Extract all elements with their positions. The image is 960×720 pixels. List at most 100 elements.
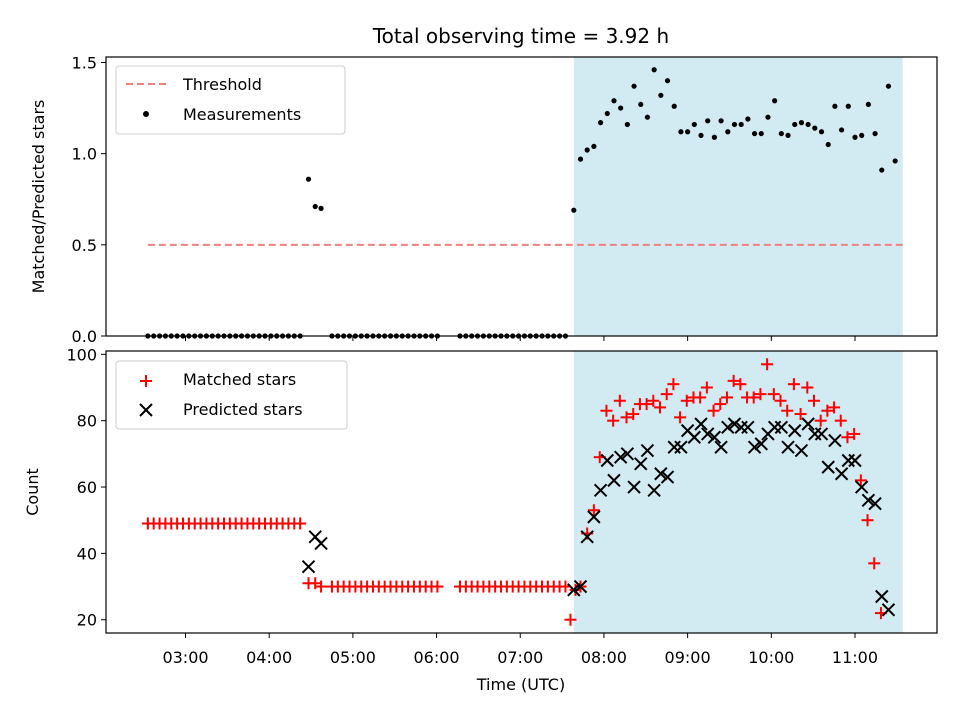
matched-star-point — [848, 427, 861, 440]
x-tick-label: 11:00 — [832, 648, 878, 667]
x-stroke-b — [567, 583, 581, 597]
x-axis-label: Time (UTC) — [476, 675, 565, 694]
matched-star-point — [734, 378, 747, 391]
observing-window-shade-bottom — [573, 351, 903, 633]
x-stroke-b — [848, 453, 862, 468]
matched-star-point — [781, 404, 794, 417]
y-tick-label: 0.5 — [72, 236, 97, 255]
predicted-star-point — [881, 603, 896, 617]
matched-star-point — [794, 408, 807, 421]
matched-star-point — [841, 431, 854, 444]
top-panel-frame — [105, 56, 938, 337]
matched-star-point — [854, 474, 867, 487]
x-stroke-b — [627, 480, 641, 494]
measurement-point — [691, 121, 697, 128]
matched-star-point — [680, 394, 693, 407]
x-tick-label: 10:00 — [748, 648, 794, 667]
y-tick-label: 0.0 — [72, 327, 97, 346]
matched-star-point — [564, 613, 577, 626]
x-tick-label: 05:00 — [330, 648, 376, 667]
x-stroke-b — [314, 536, 328, 551]
measurement-point — [832, 103, 838, 109]
chart-title: Total observing time = 3.92 h — [372, 24, 669, 48]
matched-star-point — [620, 411, 633, 424]
measurement-point — [892, 158, 898, 164]
predicted-star-point — [654, 467, 668, 481]
x-stroke-b — [301, 559, 316, 574]
predicted-star-point — [848, 453, 862, 468]
matched-star-point — [787, 378, 800, 391]
predicted-star-point — [640, 443, 655, 458]
bottom-legend: Matched stars Predicted stars — [115, 360, 348, 430]
predicted-star-point — [573, 579, 588, 594]
matched-star-point — [640, 398, 653, 411]
y-tick-label: 60 — [77, 478, 97, 497]
matched-star-point — [694, 391, 707, 404]
legend-threshold-label: Threshold — [182, 75, 262, 94]
measurement-point — [825, 141, 831, 148]
predicted-star-point — [634, 457, 648, 471]
predicted-star-point — [801, 417, 815, 431]
measurement-point — [631, 83, 637, 89]
x-stroke-b — [700, 427, 715, 441]
x-stroke-b — [600, 453, 614, 468]
predicted-star-point — [687, 430, 702, 444]
measurement-point — [738, 121, 744, 128]
matched-star-point — [727, 374, 740, 387]
x-tick-label: 03:00 — [162, 648, 208, 667]
matched-star-point — [828, 401, 841, 414]
predicted-star-point — [567, 583, 581, 597]
measurement-point — [611, 98, 617, 104]
matched-star-point — [607, 414, 620, 427]
y-tick-label: 40 — [77, 544, 97, 563]
matched-star-point — [700, 381, 713, 394]
top-panel: 0.0 0.5 1.0 1.5 Matched/Predicted stars Thr… — [29, 53, 938, 346]
predicted-star-point — [587, 510, 601, 524]
matched-star-point — [667, 378, 680, 391]
measurement-point — [818, 129, 825, 135]
predicted-star-point — [660, 470, 675, 484]
measurement-point — [785, 132, 791, 139]
predicted-star-point — [861, 493, 876, 508]
y-tick-label: 100 — [66, 345, 97, 364]
predicted-star-point — [754, 437, 768, 451]
measurement-point — [698, 132, 704, 139]
x-stroke-b — [828, 433, 842, 448]
measurement-point — [624, 121, 630, 128]
matched-star-point — [647, 394, 660, 407]
x-stroke-b — [754, 437, 768, 451]
x-stroke-b — [647, 483, 661, 498]
matched-star-point — [654, 401, 666, 414]
predicted-star-point — [620, 447, 635, 461]
x-stroke-b — [714, 440, 728, 454]
y-tick-label: 1.5 — [72, 53, 97, 72]
predicted-star-point — [647, 483, 661, 498]
measurement-point — [872, 130, 878, 137]
measurement-point — [725, 129, 731, 135]
measurement-point — [745, 116, 751, 122]
matched-star-point — [761, 358, 774, 371]
measurement-point — [885, 83, 892, 89]
legend-predicted-swatch — [139, 403, 153, 417]
x-stroke-b — [620, 447, 635, 461]
measurement-point — [305, 176, 312, 182]
x-stroke-b — [607, 473, 621, 488]
measurement-point — [671, 103, 677, 109]
measurement-point — [597, 120, 604, 126]
x-stroke-b — [721, 420, 735, 435]
predicted-star-point — [700, 427, 715, 441]
predicted-star-point — [747, 440, 762, 454]
measurement-point — [845, 103, 851, 109]
predicted-star-point — [875, 589, 889, 604]
x-stroke-b — [741, 420, 755, 435]
measurement-point — [618, 105, 624, 111]
predicted-star-point — [794, 443, 809, 458]
matched-star-point — [767, 388, 780, 401]
x-stroke-b — [634, 457, 648, 471]
measurement-point — [584, 147, 590, 153]
x-stroke-b — [788, 423, 802, 438]
predicted-star-point — [721, 420, 735, 435]
y-tick-label: 80 — [77, 412, 97, 431]
bottom-panel: 20 40 60 80 100 Count Matched stars Predicte… — [23, 345, 938, 638]
matched-star-point — [747, 391, 760, 404]
